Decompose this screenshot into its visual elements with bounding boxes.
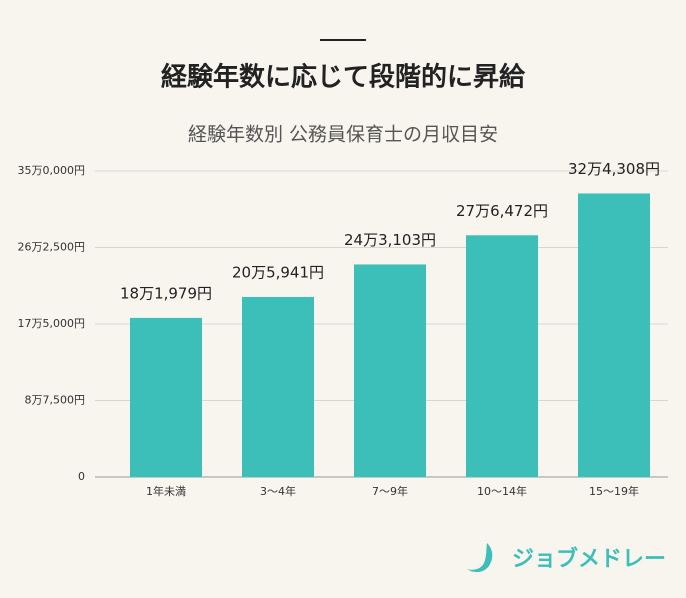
logo-icon	[467, 543, 493, 573]
value-label: 24万3,103円	[344, 231, 436, 249]
x-tick-label: 1年未満	[146, 484, 186, 498]
header-title: 経験年数に応じて段階的に昇給	[161, 62, 526, 93]
chart-title: 経験年数別 公務員保育士の月収目安	[188, 124, 498, 146]
value-label: 18万1,979円	[120, 284, 212, 302]
x-tick-label: 15〜19年	[589, 484, 639, 498]
bar	[578, 193, 650, 477]
y-tick-label: 35万0,000円	[18, 164, 86, 177]
x-tick-label: 7〜9年	[372, 484, 408, 498]
y-tick-label: 17万5,000円	[18, 317, 86, 330]
y-tick-label: 26万2,500円	[18, 241, 86, 254]
value-label: 20万5,941円	[232, 263, 324, 281]
y-tick-label: 0	[78, 470, 85, 483]
y-tick-label: 8万7,500円	[25, 394, 86, 407]
value-label: 27万6,472円	[456, 202, 548, 220]
bar	[130, 317, 202, 477]
x-tick-label: 10〜14年	[477, 484, 527, 498]
logo: ジョブメドレー	[467, 543, 666, 573]
bar	[242, 296, 314, 477]
logo-text: ジョブメドレー	[512, 546, 666, 572]
bar	[466, 235, 538, 477]
x-tick-label: 3〜4年	[260, 484, 296, 498]
bar	[354, 264, 426, 477]
value-label: 32万4,308円	[568, 160, 660, 178]
